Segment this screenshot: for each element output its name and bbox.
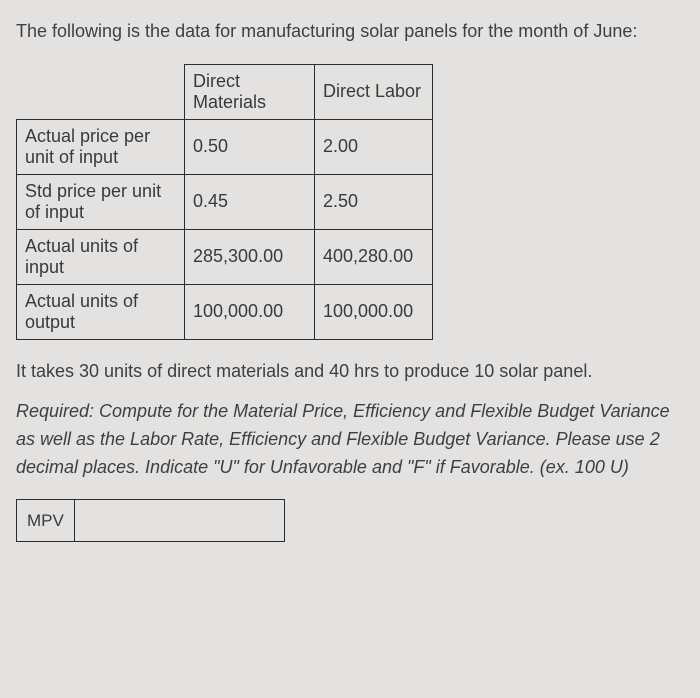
table-row: Actual price per unit of input 0.50 2.00	[17, 119, 433, 174]
row-label: Actual units of output	[17, 284, 185, 339]
table-row: Actual units of input 285,300.00 400,280…	[17, 229, 433, 284]
header-direct-materials: Direct Materials	[185, 64, 315, 119]
intro-text: The following is the data for manufactur…	[16, 18, 684, 46]
table-row: Std price per unit of input 0.45 2.50	[17, 174, 433, 229]
table-header-row: Direct Materials Direct Labor	[17, 64, 433, 119]
row-label: Actual units of input	[17, 229, 185, 284]
cell-dl: 2.50	[315, 174, 433, 229]
answer-row: MPV	[17, 500, 285, 542]
cell-dm: 0.50	[185, 119, 315, 174]
cell-dl: 100,000.00	[315, 284, 433, 339]
cell-dm: 100,000.00	[185, 284, 315, 339]
cell-dm: 285,300.00	[185, 229, 315, 284]
header-blank	[17, 64, 185, 119]
answer-label-mpv: MPV	[17, 500, 75, 542]
row-label: Actual price per unit of input	[17, 119, 185, 174]
cell-dl: 400,280.00	[315, 229, 433, 284]
data-table: Direct Materials Direct Labor Actual pri…	[16, 64, 433, 340]
cell-dm: 0.45	[185, 174, 315, 229]
table-row: Actual units of output 100,000.00 100,00…	[17, 284, 433, 339]
answer-table: MPV	[16, 499, 285, 542]
required-text: Required: Compute for the Material Price…	[16, 398, 684, 482]
cell-dl: 2.00	[315, 119, 433, 174]
header-direct-labor: Direct Labor	[315, 64, 433, 119]
row-label: Std price per unit of input	[17, 174, 185, 229]
note-text: It takes 30 units of direct materials an…	[16, 358, 684, 386]
mpv-input[interactable]	[75, 500, 285, 542]
